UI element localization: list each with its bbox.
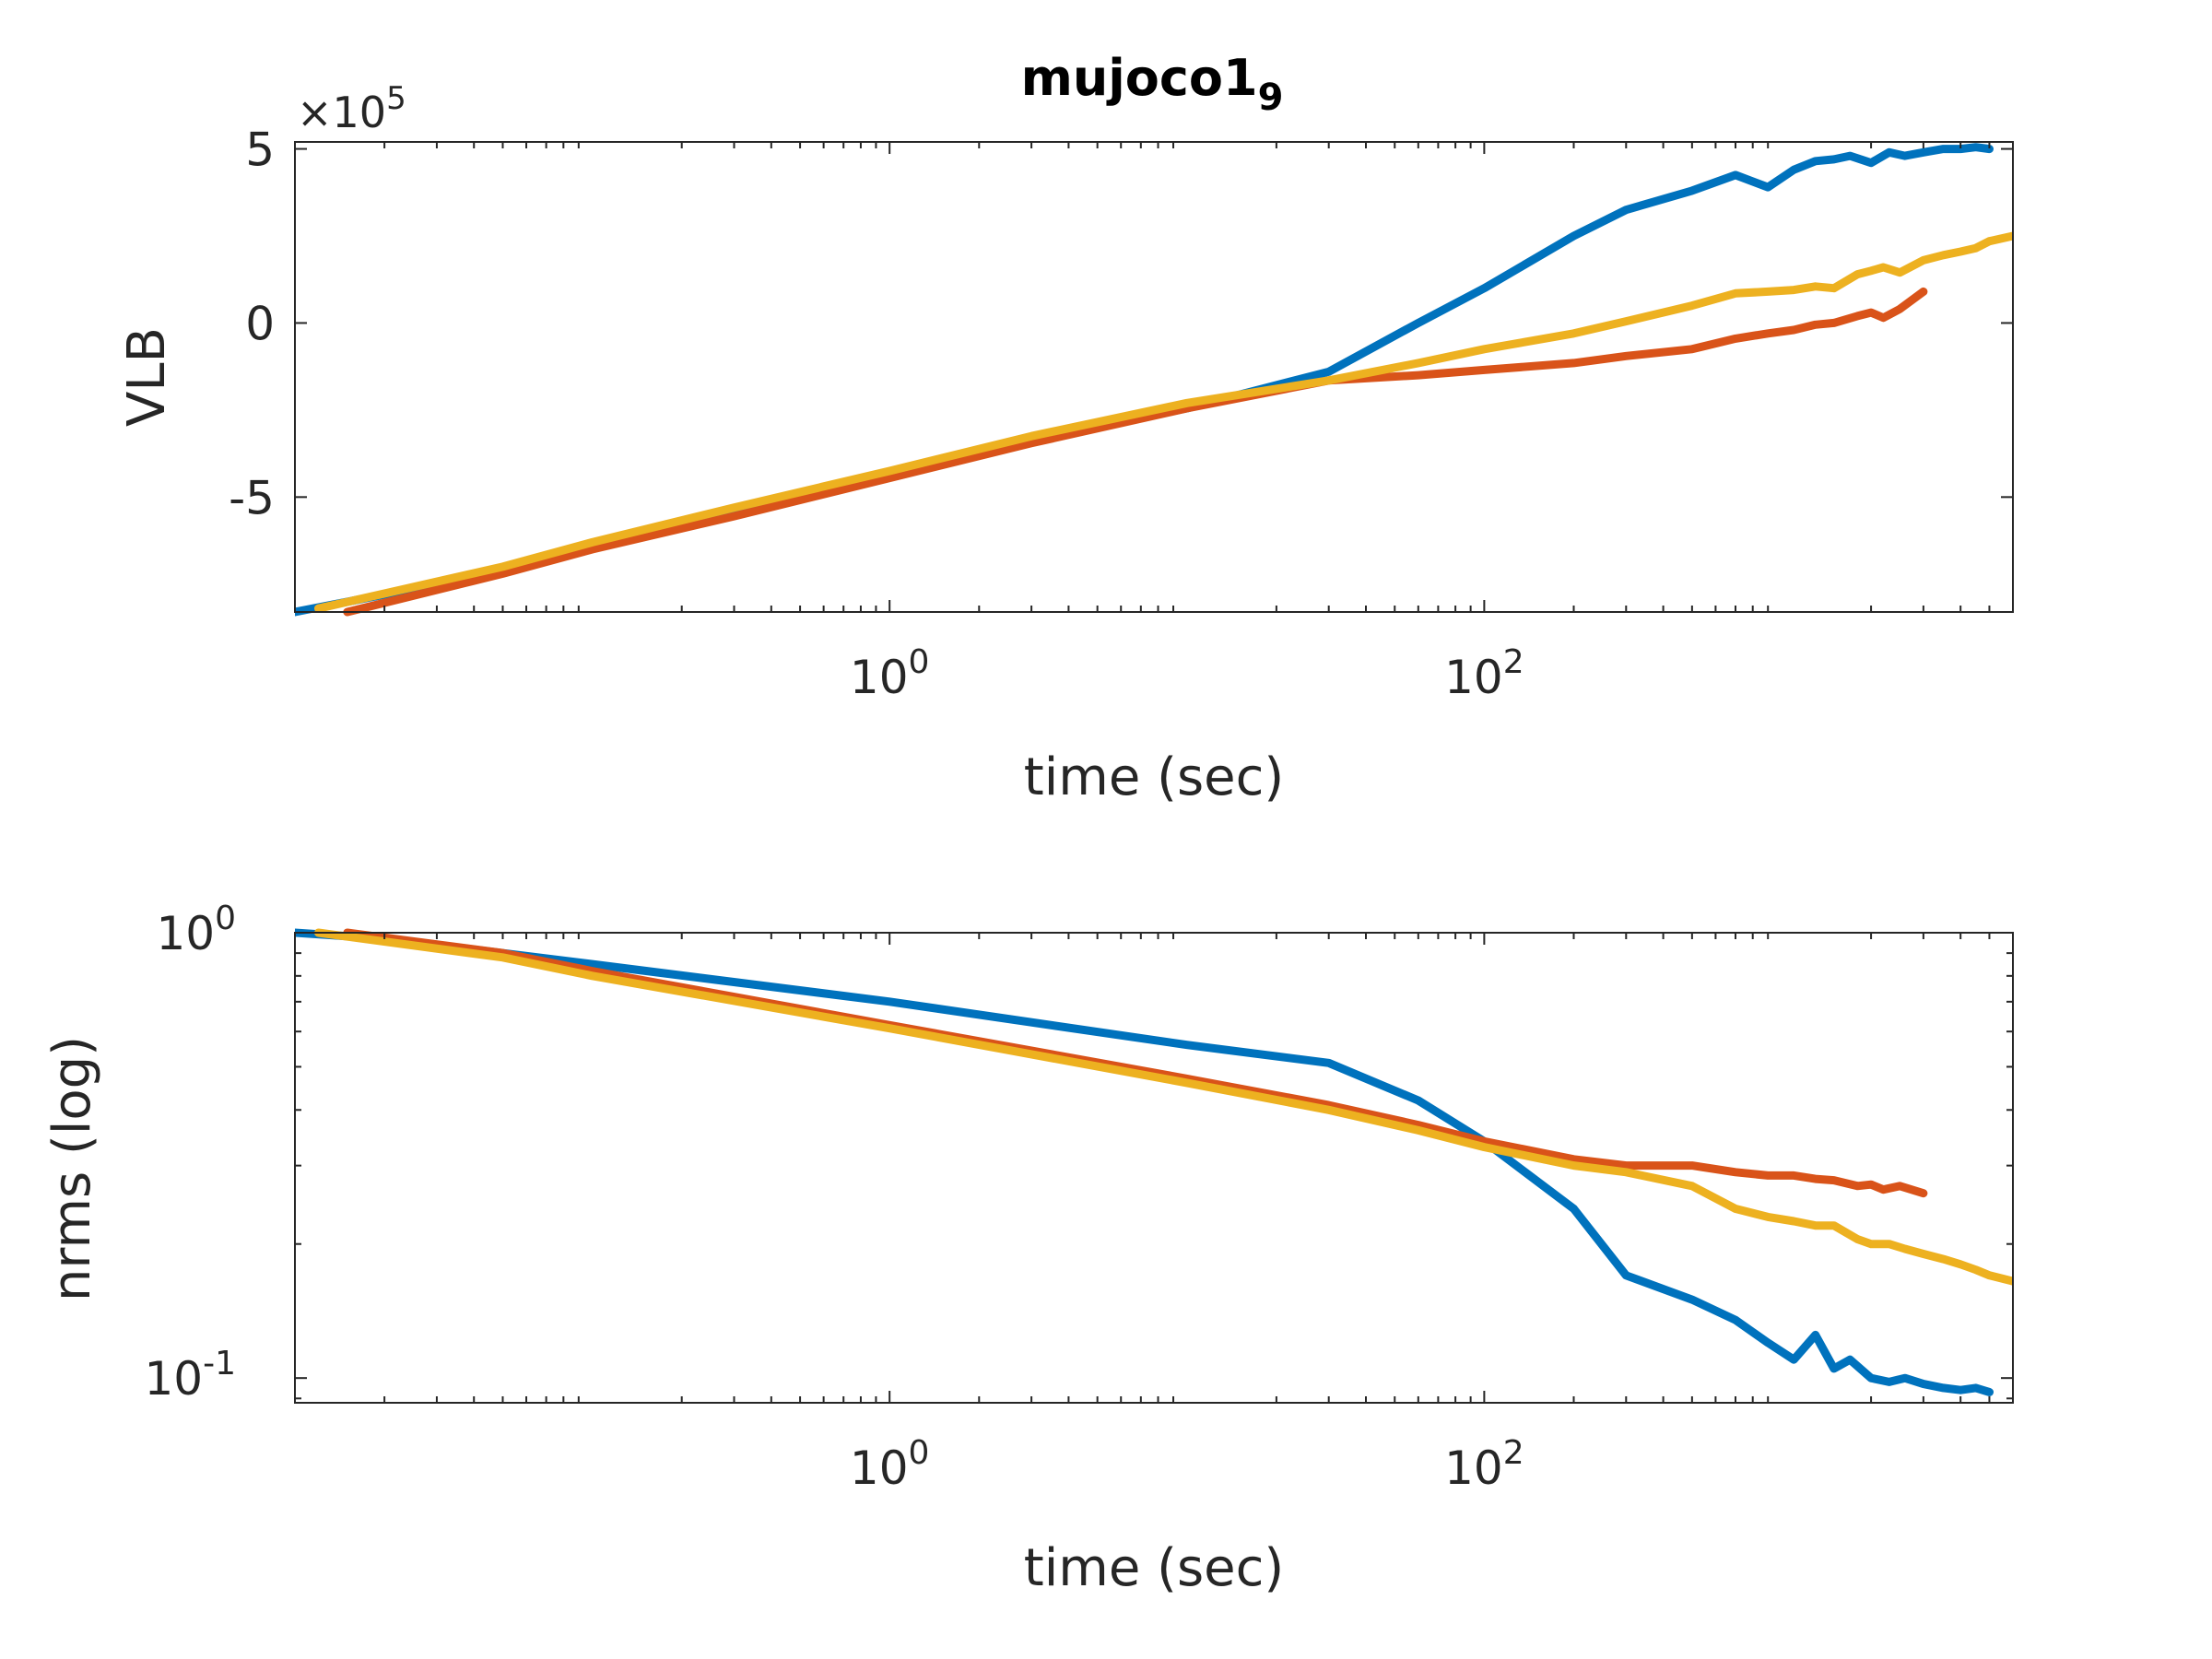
tick-base: 10	[1444, 1441, 1503, 1495]
tick-exponent: 0	[215, 900, 236, 937]
tick-base: 10	[156, 907, 215, 960]
tick-base: 10	[144, 1352, 203, 1406]
chart-title-text: mujoco1	[1021, 49, 1258, 107]
tick-exponent: 2	[1503, 1434, 1524, 1472]
nrms-series-line-blue	[295, 928, 1994, 1396]
vlb-series-group	[295, 143, 2013, 617]
vlb-y-multiplier-exponent: 5	[386, 80, 406, 117]
tick-exponent: 2	[1503, 643, 1524, 681]
vlb-x-axis-label: time (sec)	[1024, 747, 1284, 807]
vlb-series-line-yellow	[314, 231, 2013, 613]
nrms-x-axis-label: time (sec)	[1024, 1538, 1284, 1598]
vlb-x-tick-label: 100	[850, 643, 930, 704]
tick-exponent: -1	[203, 1345, 236, 1382]
vlb-y-tick-label: 0	[245, 297, 275, 350]
vlb-y-multiplier: ×105	[297, 80, 406, 137]
nrms-axes-box	[294, 932, 2014, 1404]
nrms-y-axis-label: nrms (log)	[42, 1036, 102, 1301]
nrms-y-tick-label: 100	[156, 900, 236, 960]
tick-base: 10	[850, 651, 909, 704]
nrms-series-line-yellow	[314, 928, 2013, 1286]
chart-title-subscript: 9	[1258, 76, 1284, 119]
vlb-y-tick-label: 5	[245, 124, 275, 177]
tick-exponent: 0	[909, 1434, 930, 1472]
vlb-y-multiplier-base: ×10	[297, 88, 386, 137]
chart-title: mujoco19	[1021, 49, 1284, 119]
vlb-ticks-group: 100 102-505	[229, 124, 2013, 704]
vlb-y-tick-label: -5	[229, 471, 275, 524]
vlb-series-line-orange	[343, 287, 1928, 617]
tick-base: 10	[850, 1441, 909, 1495]
tick-exponent: 0	[909, 643, 930, 681]
vlb-y-axis-label: VLB	[117, 327, 177, 427]
tick-base: 10	[1444, 651, 1503, 704]
vlb-axes-box	[294, 141, 2014, 613]
vlb-x-tick-label: 102	[1444, 643, 1524, 704]
nrms-x-tick-label: 102	[1444, 1434, 1524, 1495]
nrms-y-tick-label: 10-1	[144, 1345, 236, 1406]
vlb-panel: 100 102-505 ×105 time (sec) VLB	[117, 80, 2014, 807]
nrms-series-group	[295, 928, 2013, 1396]
nrms-x-tick-label: 100	[850, 1434, 930, 1495]
